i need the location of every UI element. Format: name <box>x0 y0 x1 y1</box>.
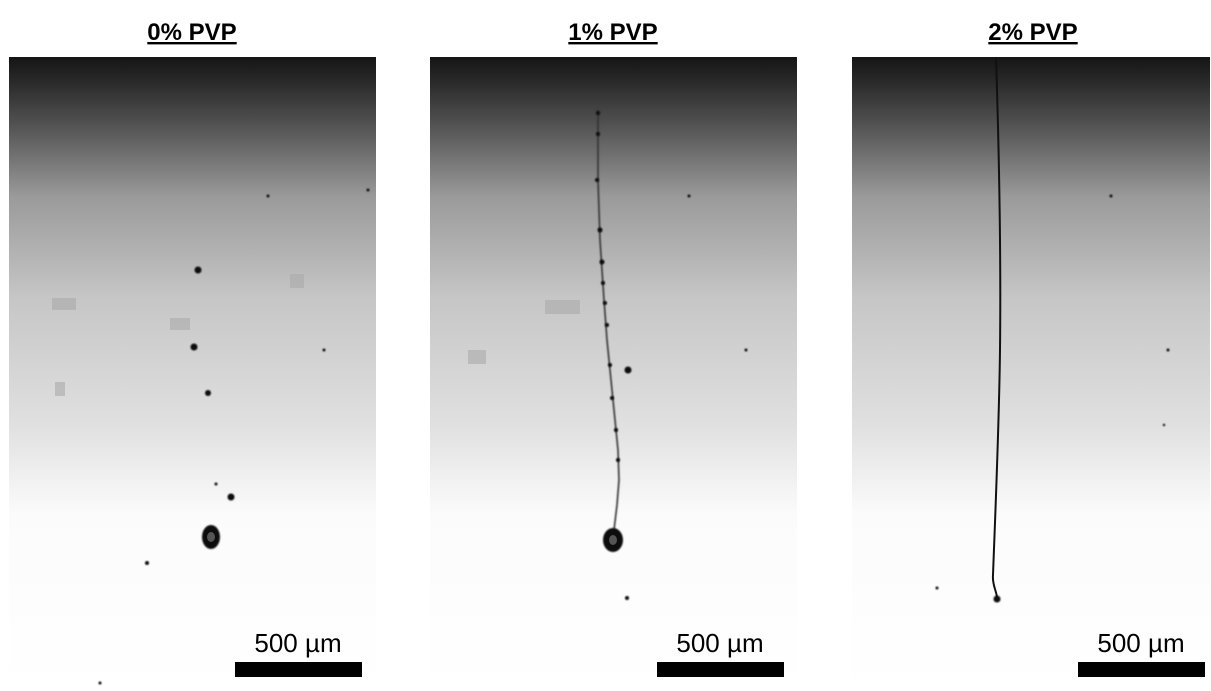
filament <box>991 56 1002 599</box>
filament <box>597 110 620 531</box>
panel: 0% PVP 500 µm <box>9 19 376 691</box>
artifacts <box>52 274 304 396</box>
micrograph <box>852 57 1210 691</box>
micrograph <box>9 57 376 691</box>
droplet-highlight <box>207 532 215 542</box>
panel: 1% PVP 500 µm <box>430 19 797 691</box>
artifacts <box>468 300 580 364</box>
scale-bar <box>235 662 362 677</box>
scale-label: 500 µm <box>254 628 341 658</box>
droplets <box>935 194 1170 603</box>
panel: 2% PVP 500 µm <box>852 19 1210 691</box>
panel-title: 0% PVP <box>147 19 236 46</box>
panel-title: 1% PVP <box>568 19 657 46</box>
panel-title: 2% PVP <box>988 19 1077 46</box>
scale-label: 500 µm <box>676 628 763 658</box>
scale-label: 500 µm <box>1097 628 1184 658</box>
droplet-highlight <box>609 535 617 545</box>
scale-bar <box>657 662 784 677</box>
scale-bar <box>1078 662 1205 677</box>
micrograph <box>430 57 797 691</box>
